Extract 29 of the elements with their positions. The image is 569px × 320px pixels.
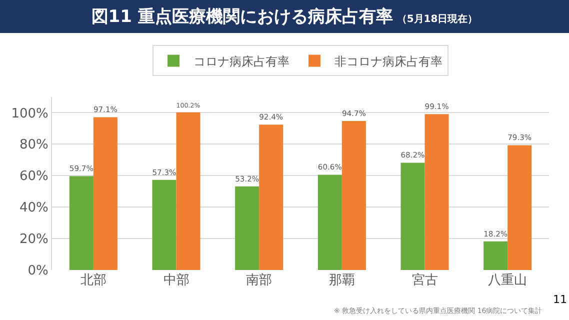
y-tick-label: 0% <box>28 264 48 279</box>
bar <box>69 176 94 270</box>
bar <box>508 145 532 270</box>
y-tick-label: 100% <box>11 106 48 122</box>
x-tick-label: 那覇 <box>328 273 355 288</box>
bar <box>176 112 200 270</box>
bar <box>342 121 366 270</box>
bar <box>235 186 260 270</box>
bar <box>484 241 508 270</box>
x-tick-label: 宮古 <box>412 272 438 288</box>
bar <box>400 162 425 270</box>
bar <box>259 124 284 270</box>
chart-subtitle: （5月18日現在） <box>396 14 478 25</box>
x-tick-label: 中部 <box>163 273 190 288</box>
y-tick-label: 80% <box>19 138 48 153</box>
legend-label: コロナ病床占有率 <box>194 54 290 68</box>
x-tick-label: 北部 <box>80 273 106 288</box>
bar <box>152 180 176 270</box>
y-tick-label: 20% <box>19 232 48 248</box>
y-tick-label: 40% <box>19 200 48 216</box>
legend-label: 非コロナ病床占有率 <box>334 54 442 68</box>
bar <box>424 114 449 270</box>
x-tick-label: 八重山 <box>488 273 528 288</box>
text: 11 <box>553 293 567 306</box>
bar <box>318 174 342 270</box>
x-tick-label: 南部 <box>246 273 272 288</box>
y-tick-label: 60% <box>19 169 48 184</box>
bar <box>93 117 118 270</box>
chart-title: 図11 重点医療機関における病床占有率 <box>91 7 393 27</box>
